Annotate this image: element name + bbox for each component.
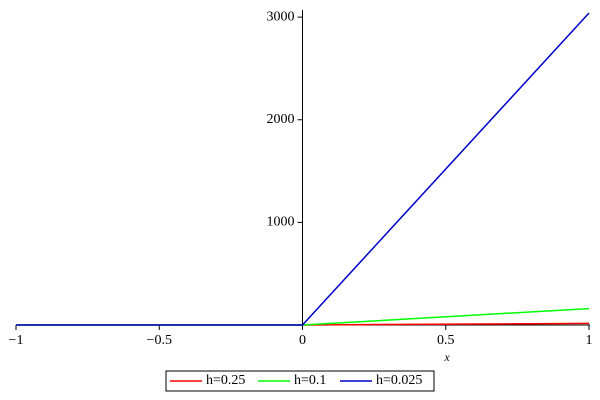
legend — [165, 370, 435, 392]
x-tick-label: 0 — [299, 333, 306, 348]
x-tick-label: −0.5 — [147, 333, 172, 348]
y-tick-label: 3000 — [267, 9, 295, 24]
series-line — [16, 12, 590, 326]
x-tick-label: 0.5 — [437, 333, 455, 348]
x-tick-label: 1 — [586, 333, 593, 348]
y-tick-label: 2000 — [267, 112, 295, 127]
x-axis-label: x — [443, 350, 450, 364]
y-tick-label: 1000 — [267, 215, 295, 230]
legend-label: h=0.25 — [206, 373, 245, 388]
legend-label: h=0.1 — [294, 373, 326, 388]
legend-label: h=0.025 — [376, 373, 422, 388]
x-tick-label: −1 — [9, 333, 24, 348]
